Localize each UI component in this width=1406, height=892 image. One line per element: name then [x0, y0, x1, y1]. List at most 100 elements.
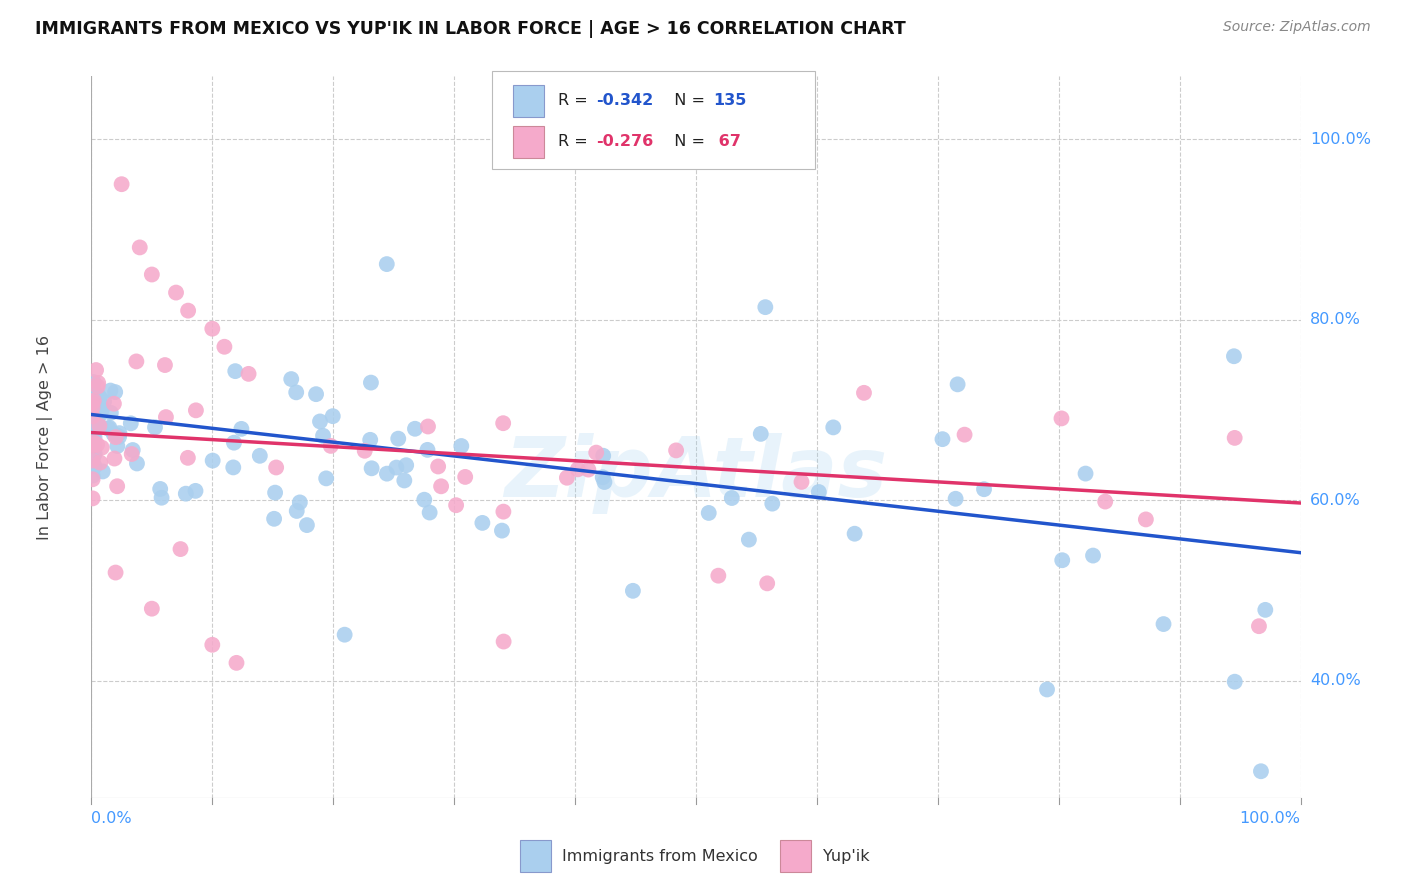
Text: 60.0%: 60.0% [1310, 492, 1361, 508]
Point [82, 420, 104, 434]
Point [98, 421, 121, 435]
Point [83, 439, 105, 453]
Point [263, 512, 285, 526]
Point [83, 400, 105, 414]
Point [790, 475, 813, 489]
Point [184, 403, 207, 417]
Point [491, 524, 513, 538]
Point [953, 427, 976, 442]
Point [82, 401, 104, 415]
Point [353, 443, 375, 458]
Point [201, 453, 224, 467]
Point [184, 483, 207, 498]
Point [82, 442, 104, 456]
Text: 100.0%: 100.0% [1310, 131, 1371, 146]
Point [153, 358, 176, 372]
Point [83, 375, 105, 389]
Point [87, 419, 110, 434]
Point [576, 462, 599, 476]
Point [82, 472, 104, 486]
Point [83, 430, 105, 444]
Point [83, 402, 105, 417]
Point [82, 452, 104, 467]
Point [82, 417, 104, 431]
Point [82, 430, 104, 444]
Point [754, 300, 776, 314]
Point [103, 451, 125, 466]
Point [264, 485, 287, 500]
Text: IMMIGRANTS FROM MEXICO VS YUP'IK IN LABOR FORCE | AGE > 16 CORRELATION CHART: IMMIGRANTS FROM MEXICO VS YUP'IK IN LABO… [35, 20, 905, 37]
Point [285, 504, 308, 518]
Point [333, 628, 356, 642]
Point [82, 388, 104, 402]
Point [121, 443, 143, 458]
Point [105, 479, 128, 493]
Point [87, 410, 110, 425]
Point [84, 388, 107, 402]
Point [427, 459, 450, 474]
Point [82, 417, 104, 431]
Point [87, 408, 110, 422]
Point [375, 467, 398, 481]
Point [141, 268, 163, 282]
Point [86, 387, 108, 401]
Point [201, 321, 224, 335]
Point [665, 443, 688, 458]
Point [155, 410, 177, 425]
Point [87, 419, 110, 434]
Text: -0.276: -0.276 [596, 135, 654, 149]
Point [492, 634, 515, 648]
Point [105, 428, 128, 442]
Point [360, 376, 382, 390]
Point [280, 372, 302, 386]
Text: R =: R = [558, 135, 593, 149]
Point [89, 390, 111, 404]
Point [931, 432, 953, 446]
Point [305, 387, 328, 401]
Point [83, 448, 105, 462]
Point [761, 497, 783, 511]
Text: 0.0%: 0.0% [91, 812, 132, 826]
Point [143, 420, 166, 434]
Point [844, 526, 866, 541]
Point [288, 495, 311, 509]
Point [83, 438, 105, 452]
Point [82, 378, 104, 392]
Point [82, 422, 104, 436]
Point [82, 429, 104, 443]
Point [225, 656, 247, 670]
Point [82, 428, 104, 442]
Point [86, 379, 108, 393]
Point [82, 433, 104, 447]
Point [90, 441, 112, 455]
Point [125, 354, 148, 368]
Point [83, 410, 105, 425]
Point [82, 391, 104, 405]
Point [177, 450, 200, 465]
Point [83, 447, 105, 461]
Point [111, 177, 132, 192]
Point [222, 460, 245, 475]
Point [1223, 431, 1246, 445]
Point [852, 385, 875, 400]
Point [312, 429, 335, 443]
Point [592, 470, 614, 484]
Text: ZipAtlas: ZipAtlas [505, 433, 887, 514]
Point [295, 518, 318, 533]
Text: 67: 67 [713, 135, 741, 149]
Text: In Labor Force | Age > 16: In Labor Force | Age > 16 [38, 334, 53, 540]
Point [82, 409, 104, 424]
Point [592, 449, 614, 463]
Point [360, 461, 382, 475]
Point [238, 367, 260, 381]
Point [1094, 494, 1116, 508]
Point [756, 576, 779, 591]
Point [375, 257, 398, 271]
Text: Yup'ik: Yup'ik [823, 849, 869, 863]
Point [945, 491, 967, 506]
Point [319, 439, 342, 453]
Text: Source: ZipAtlas.com: Source: ZipAtlas.com [1223, 20, 1371, 34]
Point [385, 460, 408, 475]
Point [100, 406, 122, 420]
Point [413, 492, 436, 507]
